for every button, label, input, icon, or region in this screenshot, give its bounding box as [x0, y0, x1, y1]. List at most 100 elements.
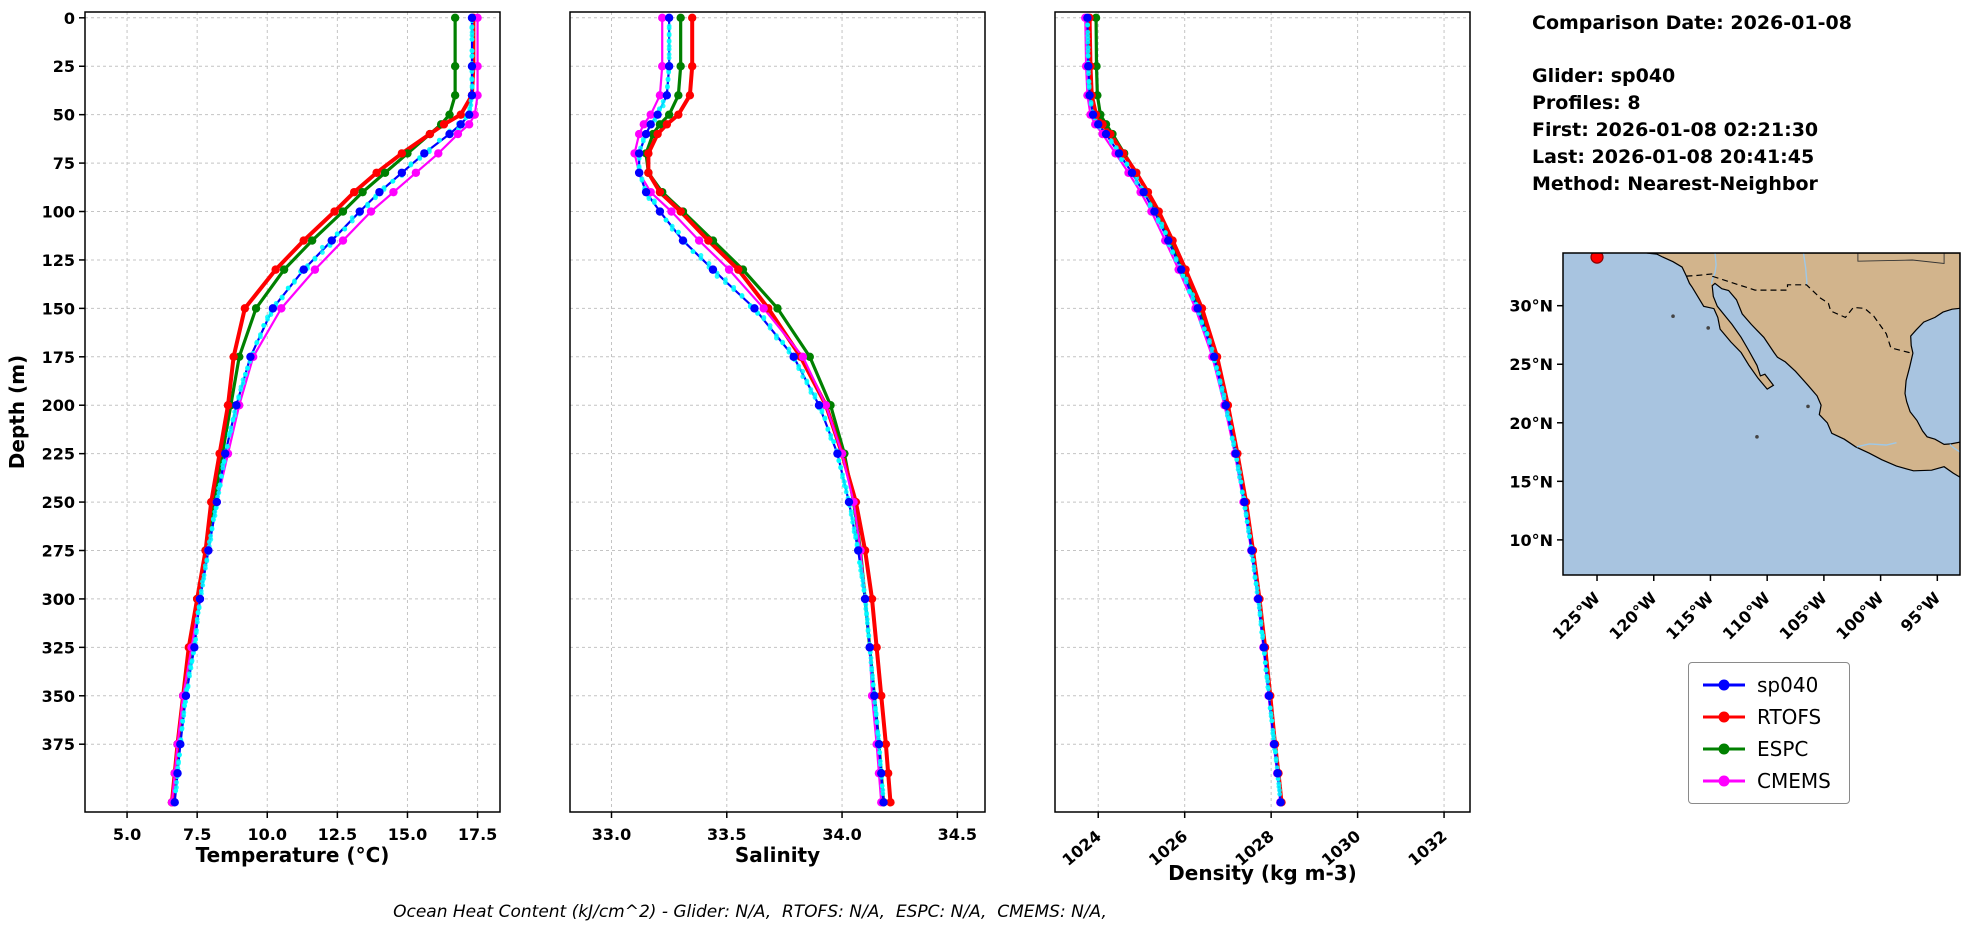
- scatter-point: [245, 365, 250, 371]
- scatter-point: [469, 83, 475, 89]
- scatter-point: [739, 293, 745, 298]
- scatter-point: [1262, 660, 1268, 666]
- x-tick-label: 5.0: [113, 825, 141, 844]
- scatter-point: [863, 602, 869, 607]
- series-CMEMS-line: [633, 17, 883, 803]
- scatter-point: [179, 725, 185, 731]
- scatter-point: [226, 433, 232, 438]
- legend: sp040 RTOFS ESPC CMEMS: [1688, 662, 1850, 804]
- scatter-point: [1276, 784, 1282, 790]
- scatter-point: [860, 582, 866, 588]
- series-CMEMS-marker: [658, 62, 667, 71]
- series-sp040-marker: [879, 798, 888, 807]
- series-sp040-marker: [1193, 304, 1202, 313]
- scatter-point: [230, 416, 236, 422]
- scatter-point: [1219, 388, 1225, 393]
- lat-tick-label: 15°N: [1509, 472, 1553, 491]
- scatter-point: [646, 196, 652, 201]
- series-sp040-marker: [678, 236, 688, 245]
- scatter-point: [1186, 288, 1192, 294]
- depth-tick-label: 25: [53, 57, 75, 76]
- scatter-point: [877, 750, 883, 756]
- series-ESPC-line: [1094, 17, 1283, 803]
- scatter-point: [1244, 519, 1250, 525]
- scatter-point: [180, 718, 185, 724]
- scatter-point: [187, 673, 192, 679]
- series-sp040-marker: [1221, 401, 1230, 410]
- scatter-point: [665, 76, 671, 82]
- scatter-point: [698, 256, 704, 261]
- series-ESPC-marker: [773, 304, 782, 313]
- series-ESPC-marker: [655, 120, 665, 129]
- lon-tick-label: 105°W: [1776, 588, 1831, 643]
- series-ESPC-marker: [674, 91, 683, 100]
- scatter-point: [804, 378, 810, 384]
- series-CMEMS-marker: [658, 13, 667, 23]
- series-sp040-marker: [1139, 187, 1148, 197]
- legend-label: ESPC: [1757, 737, 1809, 761]
- series-sp040-marker: [662, 91, 672, 100]
- series-sp040-marker: [445, 129, 454, 139]
- scatter-point: [1085, 29, 1091, 35]
- scatter-point: [865, 627, 871, 633]
- scatter-point: [1217, 378, 1223, 384]
- scatter-point: [1085, 52, 1091, 58]
- series-sp040-marker: [874, 740, 884, 749]
- series-ESPC-line: [644, 17, 886, 803]
- scatter-point: [660, 99, 666, 104]
- series-sp040-marker: [844, 497, 854, 507]
- x-tick-label: 12.5: [318, 825, 357, 844]
- legend-item-CMEMS: CMEMS: [1701, 769, 1831, 793]
- legend-marker-ESPC: [1703, 743, 1745, 755]
- scatter-point: [851, 529, 857, 535]
- scatter-point: [1237, 469, 1242, 475]
- series-ESPC-marker: [664, 110, 674, 119]
- scatter-point: [861, 587, 867, 593]
- scatter-point: [690, 249, 696, 255]
- scatter-point: [1258, 619, 1264, 625]
- scatter-point: [850, 516, 856, 522]
- lon-tick-label: 125°W: [1549, 588, 1604, 643]
- scatter-point: [1216, 370, 1221, 376]
- series-ESPC-marker: [445, 110, 454, 119]
- series-sp040-marker: [646, 120, 655, 129]
- scatter-point: [800, 374, 806, 379]
- series-sp040-marker: [865, 643, 874, 652]
- scatter-point: [243, 371, 248, 377]
- scatter-point: [265, 316, 270, 322]
- series-RTOFS-marker: [644, 168, 653, 177]
- scatter-point: [870, 682, 876, 687]
- scatter-point: [194, 616, 200, 622]
- comparison-method: Method: Nearest-Neighbor: [1532, 173, 1818, 195]
- scatter-point: [858, 568, 864, 573]
- scatter-point: [840, 472, 845, 478]
- lat-tick-label: 10°N: [1509, 531, 1553, 550]
- lon-tick-label: 110°W: [1719, 588, 1774, 643]
- scatter-point: [848, 509, 854, 514]
- panel-frame: [569, 11, 986, 813]
- scatter-point: [1085, 22, 1091, 28]
- scatter-point: [666, 43, 672, 49]
- map-island: [1755, 435, 1759, 439]
- series-sp040-marker: [246, 352, 255, 361]
- scatter-point: [1199, 319, 1205, 325]
- scatter-point: [722, 280, 728, 285]
- series-CMEMS-marker: [434, 149, 443, 158]
- scatter-point: [665, 84, 670, 90]
- x-axis-label: Temperature (°C): [196, 843, 390, 867]
- scatter-point: [780, 340, 786, 346]
- x-axis-label: Density (kg m-3): [1168, 861, 1357, 885]
- legend-label: RTOFS: [1757, 705, 1822, 729]
- series-sp040-marker: [456, 120, 465, 129]
- scatter-point: [1170, 250, 1176, 255]
- scatter-point: [365, 203, 371, 209]
- scatter-point: [666, 23, 672, 29]
- series-CMEMS-marker: [667, 207, 676, 216]
- scatter-point: [879, 783, 885, 789]
- lon-tick-label: 120°W: [1605, 588, 1660, 643]
- scatter-point: [469, 48, 475, 54]
- map-island: [1671, 314, 1675, 319]
- series-RTOFS-marker: [877, 691, 886, 700]
- scatter-point: [1251, 567, 1257, 573]
- scatter-point: [173, 788, 178, 794]
